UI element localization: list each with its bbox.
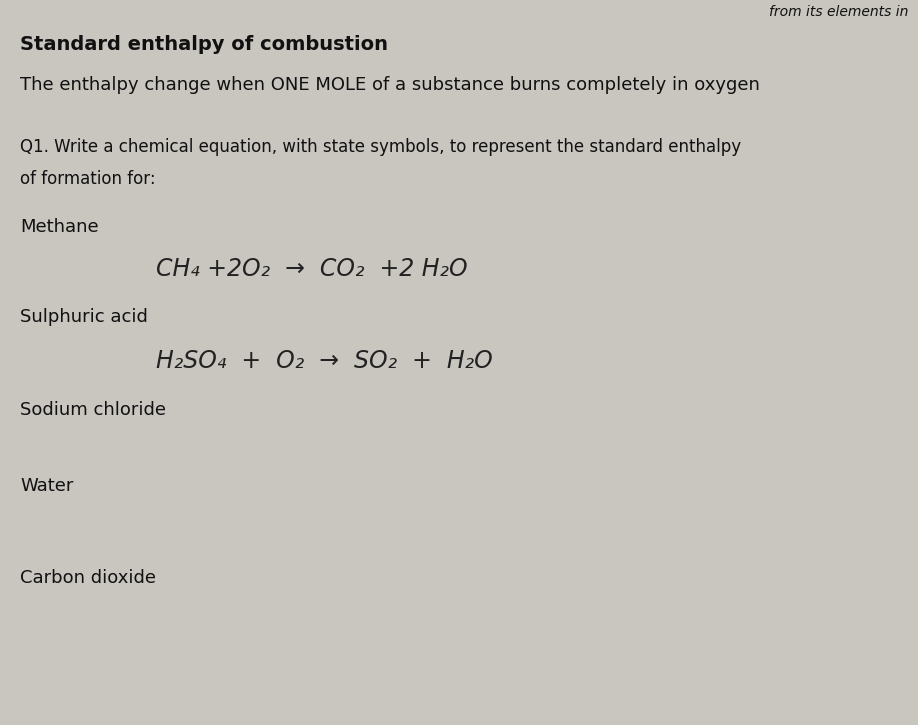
Text: from its elements in: from its elements in [769,5,909,19]
Text: Q1. Write a chemical equation, with state symbols, to represent the standard ent: Q1. Write a chemical equation, with stat… [20,138,742,156]
Text: Sulphuric acid: Sulphuric acid [20,308,148,326]
Text: CH₄ +2O₂  →  CO₂  +2 H₂O: CH₄ +2O₂ → CO₂ +2 H₂O [156,257,467,281]
Text: Methane: Methane [20,218,99,236]
Text: Water: Water [20,477,73,495]
Text: of formation for:: of formation for: [20,170,156,189]
Text: Carbon dioxide: Carbon dioxide [20,569,156,587]
Text: H₂SO₄  +  O₂  →  SO₂  +  H₂O: H₂SO₄ + O₂ → SO₂ + H₂O [156,349,493,373]
Text: The enthalpy change when ONE MOLE of a substance burns completely in oxygen: The enthalpy change when ONE MOLE of a s… [20,76,760,94]
Text: Standard enthalpy of combustion: Standard enthalpy of combustion [20,35,388,54]
Text: Sodium chloride: Sodium chloride [20,401,166,419]
